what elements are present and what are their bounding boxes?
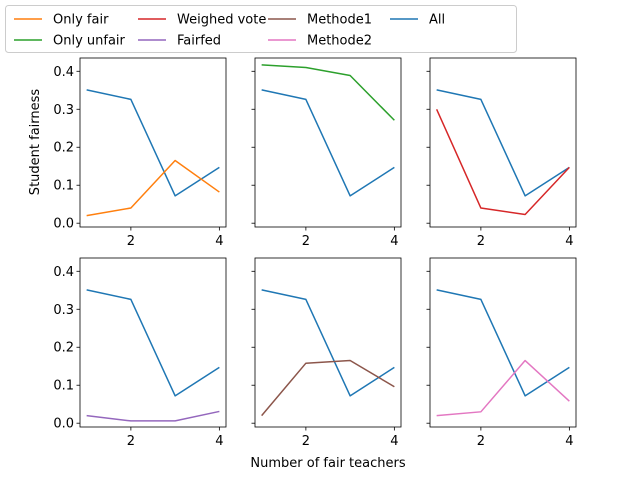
legend-label: Only fair [53,13,109,28]
series-line-all [436,89,570,197]
axes-frame [429,57,577,228]
y-tick-label: 0.0 [53,417,74,432]
x-tick-label: 4 [215,234,223,249]
legend-label: All [429,13,445,28]
y-tick-label: 0.4 [53,65,74,80]
legend-label: Methode2 [307,34,372,49]
series-line-only-fair [86,159,220,217]
series-line-fairfed [86,410,220,422]
series-line-all [86,289,220,397]
x-axis-label: Number of fair teachers [250,456,405,471]
legend: Only fair Only unfair Weighed vote Fairfed M… [5,5,517,53]
legend-item-only-fair: Only fair [14,13,109,28]
legend-label: Only unfair [53,34,126,49]
axes-frame [254,257,402,428]
subplot-row2-col1: 0.0 0.1 0.2 0.3 0.4 2 4 [53,257,227,449]
x-tick-label: 4 [215,434,223,449]
legend-label: Weighed vote [177,13,266,28]
series-line-weighed-vote [435,108,570,216]
x-tick-label: 2 [477,234,485,249]
axes-frame [79,257,227,428]
y-tick-label: 0.2 [53,341,74,356]
x-tick-label: 2 [127,234,135,249]
legend-item-fairfed: Fairfed [138,34,221,49]
legend-item-all: All [390,13,445,28]
axes-frame [254,57,402,228]
x-tick-label: 2 [127,434,135,449]
x-tick-label: 2 [302,434,310,449]
series-line-all [261,289,395,397]
series-line-only-unfair [261,64,395,121]
series-line-all [261,89,395,197]
y-tick-label: 0.1 [53,179,74,194]
legend-item-weighed-vote: Weighed vote [138,13,266,28]
y-tick-label: 0.3 [53,303,74,318]
y-axis-label: Student fairness [28,89,43,196]
y-tick-label: 0.3 [53,103,74,118]
axes-frame [79,57,227,228]
y-tick-label: 0.1 [53,379,74,394]
x-tick-label: 4 [565,434,573,449]
y-tick-label: 0.2 [53,141,74,156]
legend-label: Methode1 [307,13,372,28]
x-tick-label: 2 [477,434,485,449]
x-tick-label: 4 [390,234,398,249]
legend-item-methode2: Methode2 [268,34,372,49]
legend-label: Fairfed [177,34,221,49]
series-line-methode1 [261,359,395,417]
legend-item-only-unfair: Only unfair [14,34,126,49]
y-tick-label: 0.4 [53,265,74,280]
legend-item-methode1: Methode1 [268,13,372,28]
series-line-all [86,89,220,197]
axes-frame [429,257,577,428]
x-tick-label: 4 [565,234,573,249]
subplot-row1-col1: 0.0 0.1 0.2 0.3 0.4 2 4 [53,57,227,249]
x-tick-label: 2 [302,234,310,249]
subplot-grid: 0.00.10.20.30.42 4 2 4 2 40.00.10.20.30.42 4 2 4… [53,57,577,449]
x-tick-label: 4 [390,434,398,449]
legend-box [5,5,517,53]
y-tick-label: 0.0 [53,217,74,232]
series-line-methode2 [436,359,570,417]
